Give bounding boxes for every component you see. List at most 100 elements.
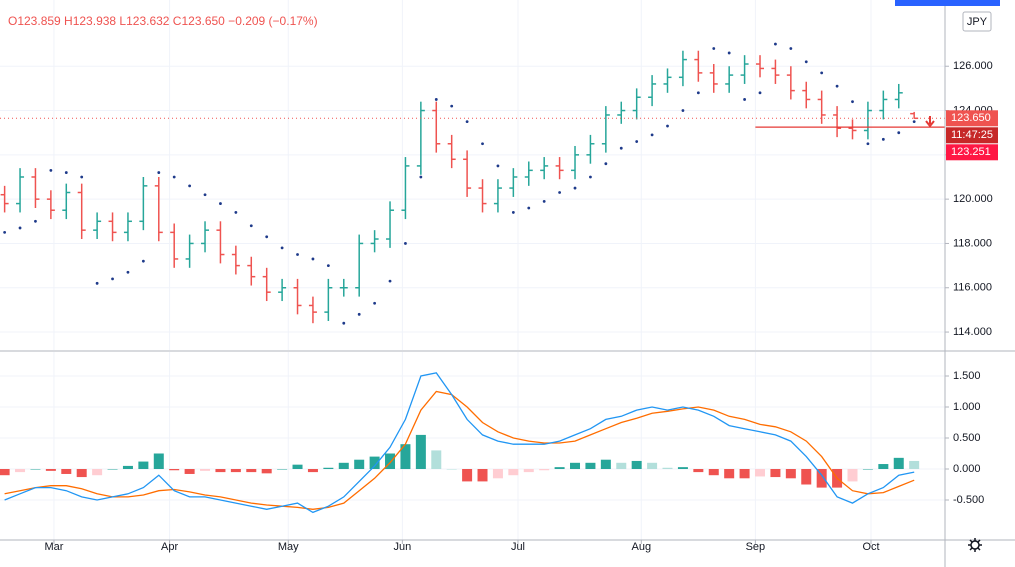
sar-dot	[141, 259, 145, 263]
toolbar-tab[interactable]	[895, 0, 1000, 6]
sar-dot	[573, 186, 577, 190]
last-price-label: 123.650	[951, 112, 991, 124]
countdown-label: 11:47:25	[951, 129, 993, 141]
sar-dot	[157, 171, 161, 174]
x-tick-label: Jun	[393, 541, 411, 553]
histogram-bar	[184, 469, 195, 474]
sar-dot	[820, 71, 824, 75]
sar-dot	[126, 270, 130, 274]
sar-dot	[650, 133, 654, 137]
sar-dot	[804, 60, 808, 64]
sar-dot	[835, 84, 839, 88]
x-tick-label: Aug	[632, 541, 652, 553]
sar-dot	[388, 279, 392, 283]
sar-dot	[897, 131, 901, 135]
sar-dot	[357, 312, 361, 316]
sar-dot	[681, 109, 685, 112]
histogram-bar	[261, 469, 272, 474]
y-tick-label: 114.000	[953, 326, 992, 338]
histogram-bar	[61, 469, 72, 474]
sar-dot	[249, 224, 253, 228]
y-tick-label: -0.500	[953, 494, 984, 506]
histogram-bar	[200, 469, 211, 471]
sar-dot	[434, 98, 438, 101]
currency-box[interactable]	[962, 11, 992, 32]
sar-dot	[404, 242, 407, 245]
sar-dot	[80, 175, 84, 179]
sar-dot	[465, 120, 469, 124]
y-tick-label: 116.000	[953, 282, 992, 294]
countdown-box	[946, 127, 998, 144]
plot-layer: 114.000116.000118.000120.000122.000124.0…	[0, 0, 998, 553]
histogram-bar	[693, 469, 704, 473]
histogram-bar	[323, 467, 334, 470]
histogram-bar	[585, 462, 596, 470]
histogram-bar	[523, 469, 534, 473]
histogram-bar	[847, 469, 858, 482]
y-tick-label: 0.500	[953, 432, 981, 444]
sar-dot	[280, 246, 284, 250]
sar-dot	[203, 193, 207, 197]
histogram-bar	[647, 462, 658, 470]
y-tick-label: 118.000	[953, 237, 992, 249]
sar-dot	[188, 184, 192, 188]
sar-dot	[558, 191, 562, 194]
histogram-bar	[893, 457, 904, 470]
sar-dot	[234, 211, 238, 214]
sar-dot	[481, 142, 484, 146]
histogram-bar	[385, 453, 396, 470]
histogram-bar	[400, 444, 411, 470]
histogram-bar	[230, 469, 241, 473]
sar-dot	[111, 277, 114, 281]
histogram-bar	[246, 469, 257, 473]
sar-dot	[511, 211, 515, 214]
histogram-bar	[369, 456, 380, 470]
sar-dot	[172, 175, 176, 179]
histogram-bar	[878, 464, 889, 470]
histogram-bar	[76, 469, 87, 478]
histogram-bar	[554, 467, 565, 470]
sar-dot	[635, 140, 639, 143]
sar-dot	[727, 51, 731, 55]
sar-dot	[419, 175, 423, 179]
y-tick-label: 0.000	[953, 463, 981, 475]
histogram-bar	[431, 450, 442, 470]
sar-dot	[881, 137, 885, 141]
x-tick-label: Oct	[862, 541, 879, 553]
histogram-bar	[755, 469, 766, 477]
settings-icon[interactable]	[968, 538, 982, 552]
y-tick-label: 120.000	[953, 193, 993, 205]
histogram-bar	[801, 469, 812, 485]
histogram-bar	[508, 469, 519, 476]
x-tick-label: Jul	[511, 541, 525, 553]
histogram-bar	[446, 469, 457, 470]
histogram-bar	[862, 469, 873, 470]
sar-dot	[326, 264, 330, 268]
ohlc-header: O123.859 H123.938 L123.632 C123.650 −0.2…	[8, 14, 318, 28]
sar-dot	[758, 91, 762, 95]
histogram-bar	[677, 467, 688, 470]
sar-dot	[619, 146, 623, 150]
histogram-bar	[30, 469, 41, 470]
down-arrow	[925, 116, 935, 128]
y-tick-label: 1.000	[953, 401, 981, 413]
y-tick-label: 1.500	[953, 370, 981, 382]
x-tick-label: Apr	[161, 541, 178, 553]
sar-dot	[3, 230, 7, 234]
histogram-bar	[492, 469, 503, 479]
histogram-bar	[0, 469, 10, 476]
sar-dot	[296, 253, 299, 256]
sar-dot	[851, 100, 854, 104]
signal-line	[4, 390, 915, 510]
histogram-bar	[616, 462, 627, 470]
histogram-bar	[477, 469, 488, 482]
histogram-bar	[307, 469, 318, 473]
histogram-bar	[15, 469, 26, 473]
histogram-bar	[708, 469, 719, 476]
sar-dot	[743, 98, 746, 101]
sar-dot	[527, 206, 531, 210]
macd-line	[4, 372, 915, 514]
